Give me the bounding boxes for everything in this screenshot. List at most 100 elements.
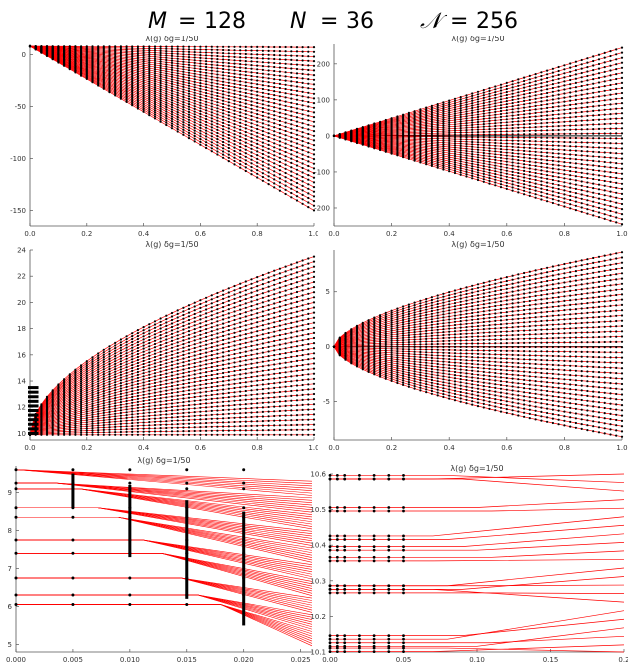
data-point bbox=[267, 175, 270, 178]
data-point bbox=[290, 394, 293, 397]
data-point bbox=[615, 211, 618, 214]
data-point bbox=[430, 144, 433, 147]
data-point bbox=[603, 127, 606, 130]
data-point bbox=[609, 195, 612, 198]
data-point bbox=[453, 110, 457, 113]
data-point bbox=[471, 157, 474, 160]
data-point bbox=[448, 127, 451, 130]
data-point bbox=[85, 400, 88, 403]
data-point bbox=[205, 355, 208, 358]
data-point bbox=[278, 169, 281, 172]
data-point bbox=[131, 427, 134, 431]
data-point bbox=[488, 152, 491, 155]
data-point bbox=[153, 70, 157, 73]
data-point bbox=[256, 157, 259, 160]
data-point bbox=[205, 374, 208, 378]
data-point bbox=[176, 383, 179, 387]
data-point bbox=[494, 113, 497, 116]
chart-panel-top-left: λ(g) δg=1/500.0 0.2 0.4 0.6 0.8 1.00-50-100-1… bbox=[10, 36, 318, 238]
data-point bbox=[517, 94, 520, 97]
data-point bbox=[586, 88, 589, 91]
data-point bbox=[620, 162, 624, 165]
data-point bbox=[187, 374, 191, 377]
data-point bbox=[40, 51, 43, 54]
data-point bbox=[193, 48, 196, 51]
data-point bbox=[176, 81, 179, 85]
data-point bbox=[131, 87, 134, 90]
data-point bbox=[125, 414, 128, 417]
data-point bbox=[250, 82, 253, 85]
data-point bbox=[448, 107, 451, 110]
data-point bbox=[448, 141, 451, 145]
data-point bbox=[505, 100, 508, 103]
data-point bbox=[499, 115, 503, 118]
data-point bbox=[91, 391, 94, 394]
data-point bbox=[301, 113, 304, 116]
data-point bbox=[108, 423, 111, 426]
data-point bbox=[136, 61, 139, 64]
data-point bbox=[453, 157, 457, 160]
data-point bbox=[453, 125, 457, 128]
data-point bbox=[187, 105, 191, 108]
data-point bbox=[114, 433, 117, 436]
data-point bbox=[597, 104, 601, 107]
data-point bbox=[267, 53, 270, 56]
data-point bbox=[511, 186, 514, 189]
data-point bbox=[419, 135, 422, 138]
data-point bbox=[517, 184, 520, 188]
data-point bbox=[256, 339, 259, 342]
data-point bbox=[436, 141, 439, 144]
data-point bbox=[165, 58, 168, 62]
data-point bbox=[425, 155, 428, 158]
data-point bbox=[165, 52, 168, 55]
data-point bbox=[425, 130, 428, 133]
data-point bbox=[476, 98, 480, 101]
data-point bbox=[125, 380, 128, 383]
data-point bbox=[534, 90, 537, 93]
data-point bbox=[193, 121, 196, 124]
data-point bbox=[176, 98, 179, 102]
data-point bbox=[216, 413, 219, 416]
data-point bbox=[569, 190, 572, 193]
data-point bbox=[569, 83, 572, 86]
data-point bbox=[233, 126, 236, 129]
data-point bbox=[136, 73, 139, 76]
data-point bbox=[256, 109, 259, 112]
data-point bbox=[284, 129, 287, 133]
data-point bbox=[505, 106, 508, 109]
data-point bbox=[165, 382, 168, 385]
data-point bbox=[290, 385, 293, 388]
data-point bbox=[476, 126, 480, 129]
data-point bbox=[85, 404, 88, 407]
data-point bbox=[471, 102, 474, 105]
data-point bbox=[108, 418, 111, 421]
data-point bbox=[125, 59, 128, 62]
data-point bbox=[148, 114, 151, 117]
data-point bbox=[511, 86, 514, 89]
data-point bbox=[142, 99, 145, 102]
data-point bbox=[592, 59, 595, 63]
data-point bbox=[597, 165, 601, 168]
data-point bbox=[153, 45, 157, 48]
data-point bbox=[182, 121, 185, 124]
data-point bbox=[592, 91, 595, 94]
data-point bbox=[540, 154, 543, 157]
data-point bbox=[187, 392, 191, 396]
data-point bbox=[108, 383, 111, 386]
data-point bbox=[199, 73, 202, 76]
data-point bbox=[482, 157, 485, 160]
data-point bbox=[620, 127, 624, 130]
data-point bbox=[142, 101, 145, 104]
data-point bbox=[301, 126, 304, 129]
data-point bbox=[222, 388, 225, 391]
data-point bbox=[465, 131, 468, 134]
data-point bbox=[131, 73, 134, 77]
data-point bbox=[193, 64, 196, 67]
title-value: 256 bbox=[476, 9, 518, 34]
data-point bbox=[159, 66, 162, 70]
data-point bbox=[540, 122, 543, 125]
data-point bbox=[436, 123, 439, 126]
data-point bbox=[278, 400, 281, 403]
data-point bbox=[453, 159, 457, 162]
data-point bbox=[465, 138, 468, 141]
